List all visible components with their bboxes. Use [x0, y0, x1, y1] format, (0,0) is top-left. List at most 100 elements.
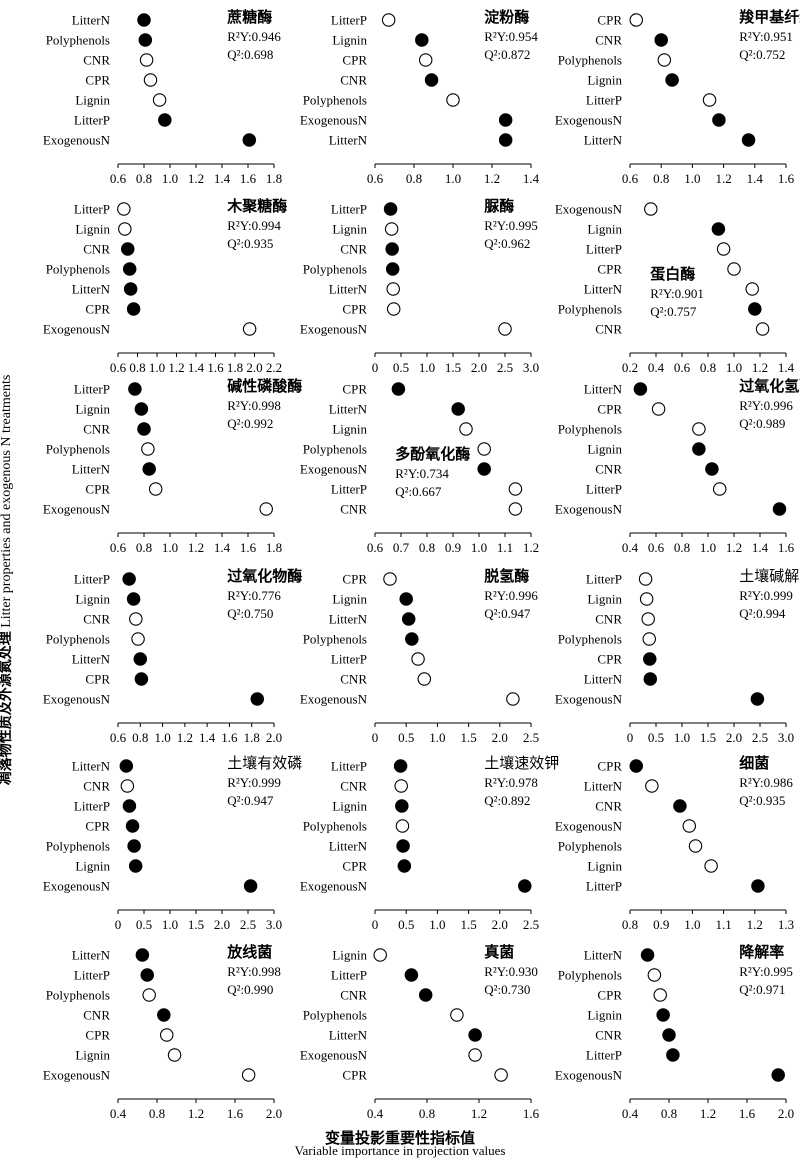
- y-category-label: CPR: [85, 73, 110, 88]
- y-category-label: ExogenousN: [555, 502, 623, 517]
- x-tick-label: 1.6: [778, 540, 795, 555]
- x-tick-label: 0.4: [367, 1106, 384, 1121]
- vip-point-filled: [633, 382, 648, 396]
- vip-point-filled: [741, 133, 756, 147]
- x-tick-label: 1.8: [227, 360, 243, 375]
- vip-point-open: [647, 968, 662, 982]
- x-tick-label: 2.5: [497, 360, 513, 375]
- chart-title: 过氧化氢酶: [739, 377, 800, 395]
- chart-title: 羧甲基纤维素酶: [739, 8, 800, 26]
- y-category-label: ExogenousN: [555, 113, 623, 128]
- x-tick-label: 0.6: [110, 730, 127, 745]
- r2y-stat: R²Y:0.901: [650, 286, 704, 301]
- q2-stat: Q²:0.752: [739, 47, 785, 62]
- vip-point-filled: [498, 113, 513, 127]
- r2y-stat: R²Y:0.995: [739, 964, 793, 979]
- y-category-label: CPR: [597, 988, 622, 1003]
- x-tick-label: 1.5: [700, 730, 716, 745]
- vip-point-open: [641, 612, 655, 626]
- y-category-label: LitterP: [331, 482, 367, 497]
- x-tick-label: 0.5: [398, 917, 414, 932]
- vip-point-filled: [396, 839, 410, 853]
- chart-panel: 0.4 0.8 1.2 1.6 2.0 LitterN LitterP Polyphenols…: [43, 943, 282, 1121]
- y-category-label: LitterN: [329, 839, 368, 854]
- y-category-label: Lignin: [587, 73, 622, 88]
- vip-point-filled: [673, 799, 687, 813]
- vip-point-open: [494, 1068, 508, 1082]
- vip-point-filled: [404, 968, 419, 982]
- vip-point-open: [242, 322, 257, 336]
- chart-title: 细菌: [739, 754, 769, 772]
- x-tick-label: 1.2: [168, 360, 184, 375]
- y-category-label: LitterN: [72, 282, 111, 297]
- chart-title: 放线菌: [226, 943, 272, 961]
- r2y-stat: R²Y:0.998: [227, 398, 281, 413]
- vip-point-filled: [405, 632, 419, 646]
- r2y-stat: R²Y:0.986: [739, 775, 793, 790]
- x-tick-label: 0: [372, 360, 379, 375]
- y-category-label: Lignin: [75, 93, 110, 108]
- vip-point-open: [142, 988, 156, 1002]
- q2-stat: Q²:0.947: [227, 793, 274, 808]
- vip-point-open: [651, 402, 666, 416]
- y-axis-label-cn: 凋落物性质及外源氮处理: [0, 631, 14, 786]
- vip-point-filled: [750, 692, 765, 706]
- y-category-label: CNR: [595, 33, 622, 48]
- chart-panel: 0.6 0.8 1.0 1.2 1.4 1.6 1.8 2.0 2.2 LitterP Lignin…: [43, 197, 287, 375]
- vip-point-open: [639, 592, 654, 606]
- y-category-label: Polyphenols: [46, 988, 110, 1003]
- chart-panel: 0.4 0.8 1.2 1.6 2.0 LitterN Polyphenols CPR Lign…: [555, 943, 794, 1121]
- y-category-label: ExogenousN: [300, 322, 368, 337]
- y-category-label: CPR: [342, 572, 367, 587]
- x-tick-label: 0.8: [136, 540, 152, 555]
- x-tick-label: 0.6: [622, 171, 639, 186]
- x-tick-label: 0.8: [622, 917, 638, 932]
- vip-point-filled: [751, 879, 765, 893]
- x-tick-label: 0: [372, 730, 379, 745]
- q2-stat: Q²:0.730: [484, 982, 530, 997]
- y-category-label: LitterP: [74, 968, 110, 983]
- q2-stat: Q²:0.935: [739, 793, 785, 808]
- chart-title: 土壤速效钾: [484, 754, 559, 772]
- vip-point-open: [653, 988, 667, 1002]
- y-category-label: Lignin: [75, 402, 110, 417]
- y-category-label: LitterP: [586, 1048, 622, 1063]
- x-tick-label: 1.4: [188, 360, 205, 375]
- vip-point-open: [450, 1008, 464, 1022]
- vip-point-open: [394, 779, 408, 793]
- y-category-label: LitterP: [331, 652, 367, 667]
- y-category-label: CNR: [340, 988, 367, 1003]
- vip-point-open: [152, 93, 167, 107]
- y-category-label: LitterN: [584, 282, 623, 297]
- x-tick-label: 0.9: [445, 540, 461, 555]
- chart-panel: 0 0.5 1.0 1.5 2.0 2.5 3.0 LitterP Lignin CNR Polyp…: [300, 197, 539, 375]
- y-category-label: CNR: [595, 462, 622, 477]
- x-tick-label: 2.0: [778, 1106, 794, 1121]
- x-tick-label: 2.0: [726, 730, 742, 745]
- q2-stat: Q²:0.992: [227, 416, 273, 431]
- vip-point-open: [446, 93, 460, 107]
- chart-title: 过氧化物酶: [227, 567, 302, 585]
- x-tick-label: 0.8: [129, 360, 145, 375]
- chart-panel: 0.4 0.6 0.8 1.0 1.2 1.4 1.6 LitterN CPR Polypheno…: [555, 377, 800, 555]
- chart-panel: 0.8 0.9 1.0 1.1 1.2 1.3 CPR LitterN CNR Exogenous…: [555, 754, 794, 932]
- x-tick-label: 0.5: [393, 360, 409, 375]
- y-category-label: CNR: [340, 779, 367, 794]
- vip-point-filled: [122, 572, 136, 586]
- y-category-label: CPR: [85, 482, 110, 497]
- y-category-label: LitterP: [586, 879, 622, 894]
- y-category-label: LitterP: [74, 382, 110, 397]
- chart-title: 土壤碱解氮: [739, 567, 800, 585]
- vip-point-filled: [415, 33, 429, 47]
- x-tick-label: 2.5: [523, 730, 539, 745]
- x-tick-label: 3.0: [266, 917, 282, 932]
- vip-point-filled: [451, 402, 465, 416]
- y-category-label: CNR: [83, 422, 110, 437]
- y-category-label: LitterN: [584, 779, 623, 794]
- chart-title: 淀粉酶: [484, 8, 529, 26]
- q2-stat: Q²:0.750: [227, 606, 273, 621]
- x-tick-label: 1.2: [484, 171, 500, 186]
- chart-title: 多酚氧化酶: [395, 445, 470, 463]
- y-category-label: Polyphenols: [303, 819, 367, 834]
- y-category-label: CNR: [83, 1008, 110, 1023]
